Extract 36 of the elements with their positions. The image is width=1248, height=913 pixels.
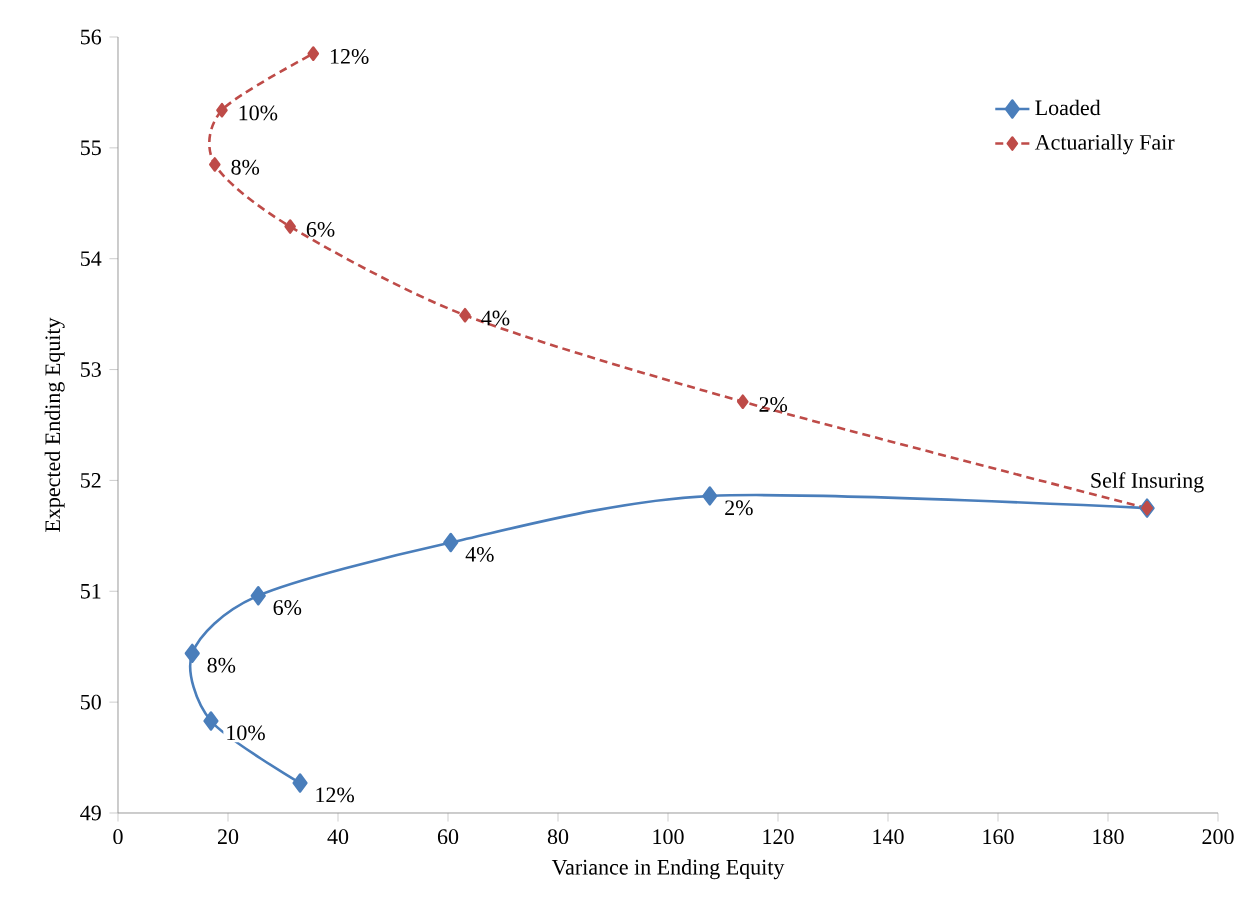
x-tick-label: 140 xyxy=(873,829,904,845)
x-tick-label: 0 xyxy=(113,829,123,845)
y-tick-label: 55 xyxy=(81,140,101,156)
x-tick-label: 80 xyxy=(547,829,569,845)
x-tick-label: 120 xyxy=(763,829,794,845)
annotation: 2% xyxy=(725,500,753,516)
annotation: 2% xyxy=(759,397,788,412)
y-tick-label: 49 xyxy=(80,805,101,821)
x-tick-label: 180 xyxy=(1093,829,1124,845)
x-tick-label: 200 xyxy=(1202,829,1234,845)
annotation: 6% xyxy=(273,600,302,616)
annotation: 10% xyxy=(227,725,265,741)
y-tick-label: 54 xyxy=(81,251,102,267)
y-tick-label: 50 xyxy=(81,694,101,710)
y-tick-label: 56 xyxy=(81,29,102,45)
x-tick-label: 40 xyxy=(327,829,349,845)
x-tick-label: 60 xyxy=(437,829,459,845)
y-tick-label: 53 xyxy=(81,362,101,377)
x-axis-title: Variance in Ending Equity xyxy=(551,859,785,880)
annotation: 12% xyxy=(316,787,355,803)
y-axis-title: Expected Ending Equity xyxy=(44,317,65,532)
legend-label: Loaded xyxy=(1035,99,1101,116)
annotation: 8% xyxy=(207,657,236,673)
annotation: 6% xyxy=(306,221,335,237)
x-tick-label: 20 xyxy=(217,829,239,845)
annotation: 4% xyxy=(481,310,510,326)
annotation: 10% xyxy=(239,105,278,121)
y-tick-label: 52 xyxy=(81,473,101,488)
x-tick-label: 160 xyxy=(983,829,1014,845)
annotation: 8% xyxy=(231,159,260,175)
annotation: 4% xyxy=(465,546,494,562)
x-tick-label: 100 xyxy=(653,829,684,845)
annotation: 12% xyxy=(330,48,369,64)
annotation: Self Insuring xyxy=(1091,472,1204,493)
y-tick-label: 51 xyxy=(81,583,101,599)
legend-label: Actuarially Fair xyxy=(1034,134,1175,155)
